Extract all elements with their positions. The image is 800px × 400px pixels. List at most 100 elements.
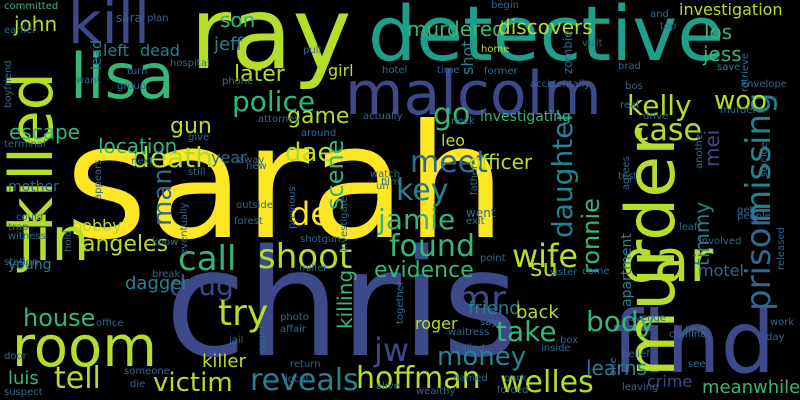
word-people: people [737, 211, 771, 222]
word-wife: wife [512, 237, 579, 275]
word-phone: phone [222, 76, 254, 87]
word-away: away [238, 155, 265, 166]
word-dead: dead [140, 41, 180, 60]
word-case: case [633, 113, 702, 148]
word-police: police [232, 85, 316, 118]
word-save: save [717, 62, 741, 73]
word-hold: hold [63, 230, 74, 252]
word-drive: drive [643, 111, 669, 122]
word-forced: forced [497, 385, 529, 396]
word-chris: chris [165, 218, 520, 390]
word-suicide: suicide [759, 142, 770, 178]
word-watch: watch [370, 169, 401, 180]
word-investigating: investigating [480, 109, 571, 125]
word-investigation: investigation [679, 0, 783, 19]
word-take: take [496, 315, 557, 348]
word-office: office [96, 318, 124, 329]
word-lisa: lisa [70, 40, 175, 113]
word-door: door [4, 351, 27, 362]
word-escape: escape [9, 120, 80, 144]
word-another: another [694, 130, 705, 170]
word-dae: dae [285, 138, 334, 168]
word-location: location [98, 134, 178, 158]
word-jail: jail [229, 335, 244, 346]
word-alive: alive [376, 381, 400, 392]
word-park: park [504, 373, 527, 384]
word-return: return [290, 359, 321, 370]
word-motel: motel [698, 261, 744, 280]
word-kelly: kelly [627, 89, 692, 122]
word-outside: outside [236, 200, 273, 211]
word-jin: jin [18, 205, 90, 275]
word-sara: sara [116, 11, 142, 25]
word-waitress: waitress [448, 327, 490, 338]
word-woo: woo [714, 86, 768, 116]
word-say: say [480, 317, 498, 328]
word-point: point [480, 253, 506, 264]
word-give: give [188, 132, 210, 143]
word-next: next [131, 156, 154, 167]
word-meanwhile: meanwhile [702, 377, 800, 398]
word-shoot: shoot [258, 237, 353, 277]
word-girl: girl [328, 61, 354, 80]
word-committed: committed [4, 1, 59, 12]
word-investigate: investigate [339, 196, 350, 252]
word-terminal: terminal [4, 139, 46, 150]
word-count: count [257, 325, 268, 354]
word-hoffman: hoffman [356, 361, 481, 396]
word-malcolm: malcolm [345, 59, 602, 129]
word-actually: actually [363, 111, 403, 122]
word-tell: tell [54, 361, 101, 396]
word-photo: photo [280, 312, 309, 323]
word-apartment: apartment [619, 233, 635, 307]
word-try: try [218, 293, 269, 334]
word-gun: gun [170, 114, 212, 139]
word-ronnie: ronnie [577, 198, 605, 274]
word-murderer: murderer [720, 105, 767, 116]
word-new: new [246, 161, 267, 172]
word-roger: roger [415, 314, 458, 333]
word-find: find [612, 293, 776, 393]
word-call: call [178, 239, 237, 279]
word-real: real [620, 100, 639, 111]
word-home: home [481, 44, 510, 55]
word-drug: drug [169, 269, 234, 302]
word-luis: luis [8, 368, 39, 389]
word-john: john [14, 12, 58, 36]
word-want: want [76, 75, 101, 86]
word-attorney: attorney [258, 114, 301, 125]
word-lead: lead [89, 40, 105, 70]
word-top: top [660, 21, 677, 32]
word-criminal: criminal [669, 329, 710, 340]
word-timmy: timmy [690, 202, 714, 267]
word-someone: someone [124, 366, 170, 377]
word-jeff: jeff [214, 34, 243, 55]
word-young: young [8, 257, 52, 273]
word-around: around [301, 128, 337, 139]
word-test: test [618, 171, 638, 182]
word-work: work [770, 317, 795, 328]
word-ray: ray [190, 0, 352, 92]
word-kill: kill [68, 0, 150, 57]
word-son: son [220, 8, 256, 32]
word-forest: forest [234, 216, 263, 227]
word-hotel: hotel [382, 65, 408, 76]
word-leaf: leaf [679, 222, 698, 233]
word-hospital: hospital [170, 58, 210, 69]
word-jamie: jamie [378, 203, 456, 236]
word-los: los [704, 20, 733, 44]
word-local: local [285, 374, 309, 385]
word-man: man [148, 168, 178, 226]
word-boyfriend: boyfriend [3, 60, 14, 108]
word-see: see [688, 359, 706, 370]
word-begin: begin [491, 0, 519, 11]
word-break: break [152, 269, 181, 280]
word-previous: previous [287, 186, 298, 229]
word-get: get [737, 205, 754, 216]
word-zombie: zombie [561, 30, 575, 74]
word-visit: visit [582, 38, 603, 49]
word-back: back [516, 302, 559, 323]
word-one: one [608, 357, 619, 376]
word-leaving: leaving [622, 382, 659, 393]
word-game: game [287, 104, 350, 129]
